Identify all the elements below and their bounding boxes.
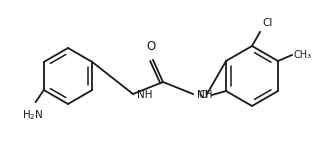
Text: O: O: [146, 40, 156, 53]
Text: NH: NH: [137, 90, 153, 100]
Text: Cl: Cl: [199, 90, 209, 100]
Text: CH₃: CH₃: [294, 50, 312, 60]
Text: H$_2$N: H$_2$N: [22, 108, 44, 122]
Text: NH: NH: [197, 90, 213, 100]
Text: Cl: Cl: [262, 18, 273, 28]
